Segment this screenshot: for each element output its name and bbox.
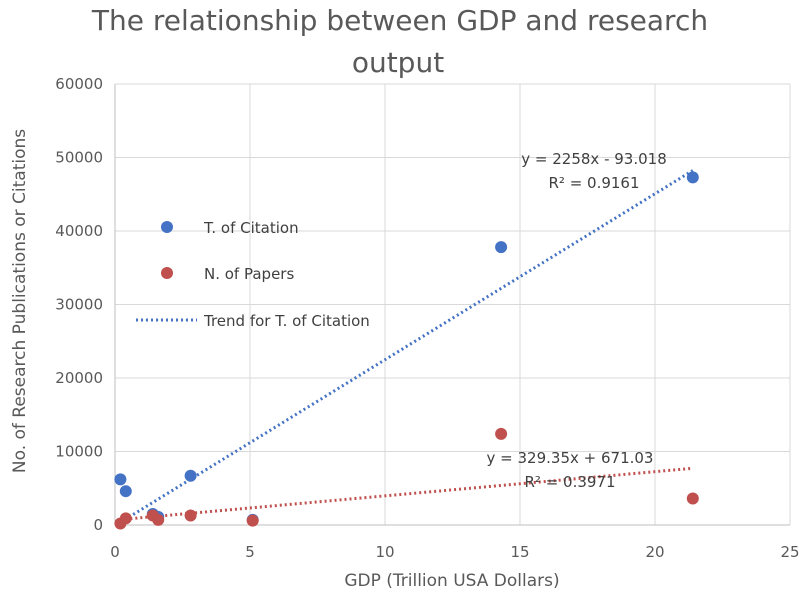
gridlines bbox=[115, 83, 791, 525]
trend-equation-papers: y = 329.35x + 671.03 bbox=[487, 449, 654, 467]
chart-title-line1: The relationship between GDP and researc… bbox=[91, 4, 708, 37]
legend-marker-papers bbox=[161, 267, 173, 279]
x-tick-label: 5 bbox=[245, 543, 255, 561]
chart-title-line2: output bbox=[352, 46, 444, 79]
legend-label-trend: Trend for T. of Citation bbox=[203, 312, 370, 330]
legend-label-citation: T. of Citation bbox=[203, 219, 299, 237]
x-tick-label: 0 bbox=[110, 543, 120, 561]
x-tick-label: 10 bbox=[375, 543, 394, 561]
trend-r2-papers: R² = 0.3971 bbox=[524, 473, 615, 491]
trendlines bbox=[119, 169, 694, 524]
data-points bbox=[114, 171, 699, 530]
x-tick-label: 15 bbox=[510, 543, 529, 561]
trend-equation-citation: y = 2258x - 93.018 bbox=[521, 150, 666, 168]
data-point-citation bbox=[119, 485, 132, 498]
y-tick-label: 50000 bbox=[55, 149, 103, 167]
y-tick-label: 20000 bbox=[55, 369, 103, 387]
trend-r2-citation: R² = 0.9161 bbox=[548, 174, 639, 192]
legend-label-papers: N. of Papers bbox=[204, 265, 294, 283]
legend: T. of Citation N. of Papers Trend for T.… bbox=[136, 219, 370, 330]
trendline-citation bbox=[119, 169, 694, 524]
x-tick-labels: 0 5 10 15 20 25 bbox=[110, 543, 799, 561]
y-tick-label: 40000 bbox=[55, 222, 103, 240]
y-tick-label: 60000 bbox=[55, 75, 103, 93]
y-tick-label: 10000 bbox=[55, 443, 103, 461]
x-tick-label: 20 bbox=[645, 543, 664, 561]
data-point-papers bbox=[246, 514, 259, 527]
axes bbox=[114, 84, 790, 526]
data-point-citation bbox=[686, 171, 699, 184]
x-axis-label: GDP (Trillion USA Dollars) bbox=[344, 571, 559, 591]
data-point-citation bbox=[184, 469, 197, 482]
data-point-papers bbox=[686, 492, 699, 505]
data-point-papers bbox=[152, 513, 165, 526]
trendline-papers bbox=[120, 466, 693, 522]
data-point-papers bbox=[119, 512, 132, 525]
y-tick-labels: 0 10000 20000 30000 40000 50000 60000 bbox=[55, 75, 103, 534]
data-point-papers bbox=[495, 427, 508, 440]
legend-marker-citation bbox=[161, 221, 173, 233]
y-tick-label: 30000 bbox=[55, 296, 103, 314]
x-tick-label: 25 bbox=[780, 543, 799, 561]
data-point-papers bbox=[184, 509, 197, 522]
data-point-citation bbox=[495, 241, 508, 254]
y-tick-label: 0 bbox=[93, 516, 103, 534]
y-axis-label: No. of Research Publications or Citation… bbox=[10, 129, 30, 473]
data-point-citation bbox=[114, 473, 127, 486]
